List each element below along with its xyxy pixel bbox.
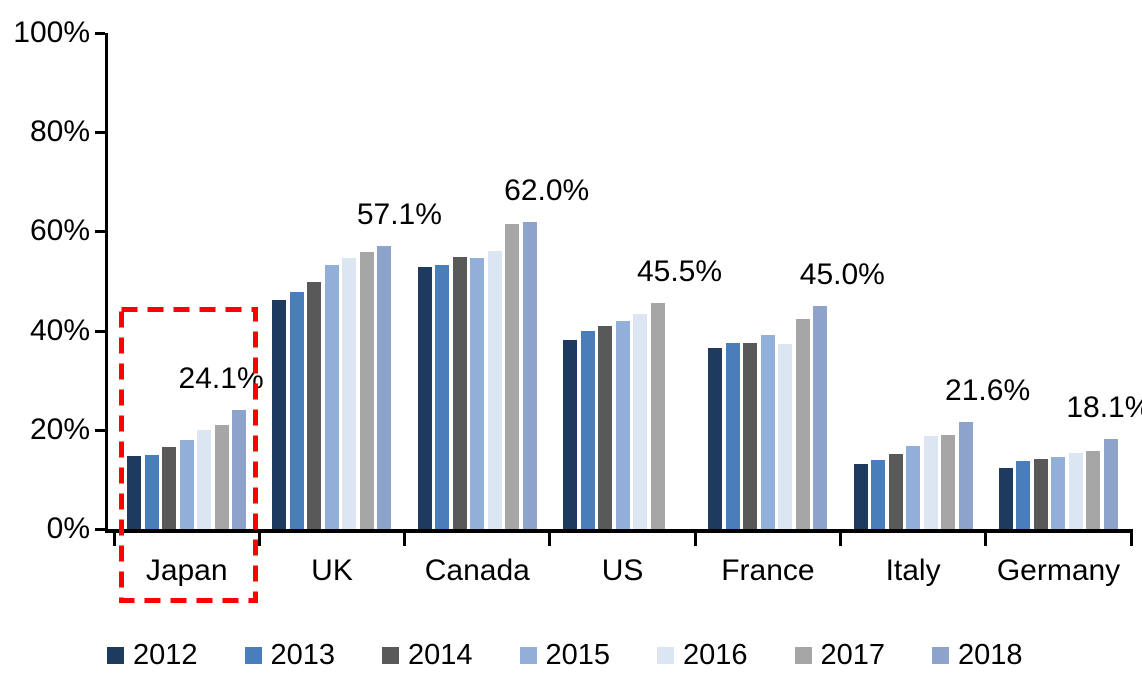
x-label-germany: Germany: [996, 554, 1121, 587]
y-tick-label: 40%: [29, 313, 90, 347]
peak-label-italy: 21.6%: [945, 373, 1031, 407]
bar-canada-2018: [522, 221, 537, 529]
peak-label-uk: 57.1%: [356, 197, 442, 231]
bar-uk-2018: [377, 245, 392, 529]
bar-canada-2017: [505, 223, 520, 529]
x-axis-tick: [257, 529, 261, 546]
bar-japan-2014: [162, 447, 177, 529]
bar-us-2017: [650, 303, 665, 529]
legend-swatch-2013: [244, 647, 262, 664]
x-label-uk: UK: [311, 554, 353, 587]
x-axis-tick: [984, 529, 988, 546]
y-axis-tick: [95, 428, 105, 432]
bar-germany-2012: [998, 467, 1013, 529]
x-axis-tick: [403, 529, 407, 546]
bar-uk-2012: [272, 299, 287, 529]
bar-us-2012: [563, 340, 577, 529]
legend-swatch-2018: [932, 647, 949, 664]
bar-italy-2013: [871, 459, 886, 529]
y-tick-label: 80%: [29, 115, 90, 149]
bar-canada-2013: [435, 264, 450, 529]
bar-uk-2016: [342, 258, 357, 529]
bar-uk-2017: [359, 252, 374, 529]
legend-label-2012: 2012: [133, 639, 198, 671]
legend-label-2017: 2017: [820, 639, 886, 671]
bar-germany-2014: [1033, 459, 1048, 529]
bar-france-2015: [760, 334, 775, 529]
legend-swatch-2016: [657, 647, 674, 664]
x-axis: [105, 529, 1133, 533]
bar-france-2012: [708, 348, 723, 529]
bar-japan-2012: [127, 456, 142, 529]
bar-japan-2013: [144, 454, 159, 529]
y-tick-label: 0%: [46, 512, 90, 545]
x-axis-tick: [1129, 529, 1133, 546]
peak-label-japan: 24.1%: [178, 361, 264, 395]
bar-uk-2015: [324, 265, 339, 529]
bar-france-2014: [743, 343, 758, 529]
legend-swatch-2017: [794, 647, 812, 664]
peak-label-france: 45.0%: [799, 257, 885, 291]
peak-label-canada: 62.0%: [504, 173, 590, 207]
bar-germany-2018: [1103, 439, 1118, 529]
legend-label-2013: 2013: [270, 639, 336, 671]
bar-uk-2014: [307, 282, 322, 529]
y-tick-label: 20%: [29, 412, 90, 446]
legend-swatch-2014: [382, 647, 399, 664]
x-label-canada: Canada: [424, 554, 530, 587]
bar-japan-2018: [232, 409, 247, 529]
legend-label-2018: 2018: [958, 639, 1023, 671]
bar-germany-2017: [1086, 451, 1101, 529]
bar-france-2016: [778, 344, 793, 529]
legend-label-2014: 2014: [408, 639, 473, 671]
bar-japan-2016: [197, 430, 212, 529]
bar-france-2013: [725, 342, 740, 529]
x-axis-tick: [112, 529, 116, 546]
legend-swatch-2015: [519, 647, 537, 664]
bar-germany-2015: [1051, 456, 1066, 529]
x-label-japan: Japan: [145, 554, 228, 587]
bar-us-2013: [580, 331, 595, 529]
bar-us-2015: [615, 320, 630, 529]
y-axis-tick: [95, 131, 105, 135]
bar-canada-2016: [487, 250, 502, 529]
bar-italy-2014: [888, 453, 903, 529]
peak-label-germany: 18.1%: [1066, 391, 1142, 425]
bar-uk-2013: [289, 292, 304, 529]
bar-canada-2012: [417, 266, 432, 529]
bar-us-2016: [633, 313, 647, 529]
x-label-france: France: [721, 554, 815, 587]
y-tick-label: 60%: [29, 214, 90, 248]
bar-us-2014: [598, 325, 612, 529]
y-axis-tick: [95, 528, 105, 531]
x-label-italy: Italy: [885, 554, 941, 587]
x-axis-tick: [548, 529, 552, 546]
bar-canada-2014: [452, 256, 467, 529]
bar-italy-2018: [958, 421, 973, 529]
bar-italy-2015: [906, 446, 921, 529]
peak-label-us: 45.5%: [636, 255, 723, 289]
bar-italy-2017: [941, 434, 956, 529]
bar-france-2017: [795, 319, 810, 529]
y-tick-label: 100%: [13, 16, 90, 49]
x-axis-tick: [693, 529, 697, 546]
bar-france-2018: [813, 305, 828, 529]
bar-germany-2013: [1016, 460, 1031, 529]
legend-swatch-2012: [107, 647, 124, 664]
bar-italy-2016: [923, 435, 938, 529]
y-axis-tick: [95, 329, 105, 333]
x-label-us: US: [601, 554, 644, 587]
bar-japan-2017: [214, 424, 229, 529]
y-axis-tick: [95, 32, 105, 35]
bar-germany-2016: [1068, 453, 1083, 529]
bar-italy-2012: [853, 464, 868, 529]
legend-label-2015: 2015: [545, 639, 611, 671]
x-axis-tick: [839, 529, 842, 546]
y-axis-tick: [95, 230, 105, 234]
legend-label-2016: 2016: [683, 639, 748, 671]
y-axis: [105, 33, 108, 533]
bar-japan-2015: [179, 439, 194, 529]
bar-canada-2015: [470, 258, 485, 529]
